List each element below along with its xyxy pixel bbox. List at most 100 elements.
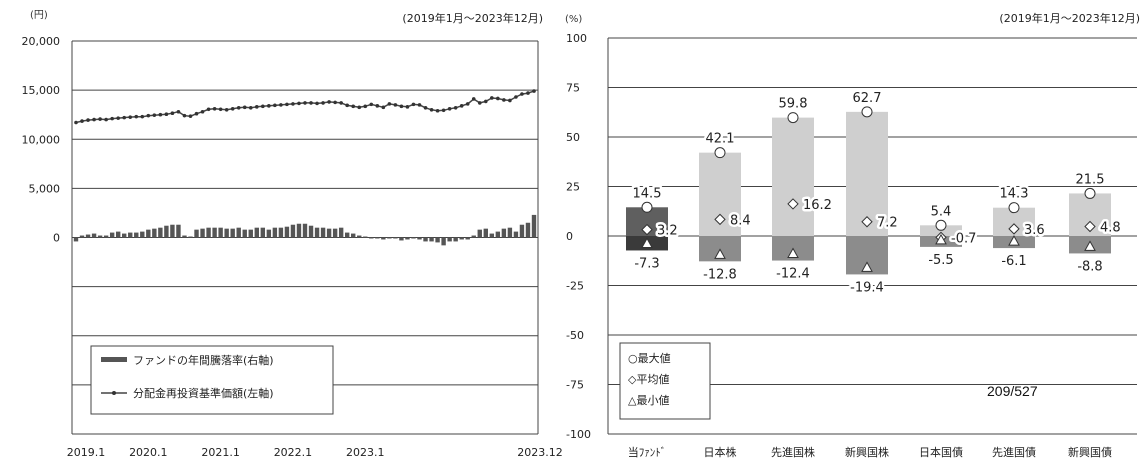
nav-point <box>267 104 271 108</box>
min-marker <box>1008 235 1020 246</box>
return-bar <box>254 227 259 238</box>
return-bar <box>140 231 145 238</box>
nav-point <box>128 115 133 119</box>
nav-point <box>532 89 536 93</box>
return-bar <box>441 237 446 246</box>
max-bar <box>772 117 814 236</box>
y-tick-label: -25 <box>566 280 584 293</box>
x-tick-label: 2023.12 <box>517 446 563 459</box>
nav-point <box>381 105 386 110</box>
nav-point <box>345 103 349 108</box>
nav-point <box>182 113 187 118</box>
return-bar <box>97 235 103 238</box>
nav-point <box>98 117 102 121</box>
nav-point <box>303 101 307 105</box>
nav-point <box>315 101 319 106</box>
left-chart-nav-and-returns: (円) (2019年1月～2023年12月) 20,000 15,000 10,000 5… <box>22 10 563 459</box>
avg-value-label: -0.7 <box>951 231 976 246</box>
return-bar <box>296 223 302 238</box>
left-unit-label: (円) <box>30 10 48 21</box>
return-bar <box>471 235 476 238</box>
return-bar <box>115 231 121 238</box>
return-bar <box>164 225 169 238</box>
return-bar <box>290 224 296 238</box>
nav-point <box>514 95 518 99</box>
x-tick-label: 2022.1 <box>274 446 313 459</box>
nav-point <box>465 102 470 106</box>
y-tick-label: 100 <box>566 32 587 45</box>
min-value-label: -12.8 <box>703 267 737 282</box>
return-bar <box>411 237 416 239</box>
category-label: 当ﾌｧﾝﾄﾞ <box>628 445 667 459</box>
return-bar <box>435 237 440 243</box>
return-bar <box>260 227 266 238</box>
return-bar <box>314 227 320 238</box>
page-number: 209/527 <box>987 383 1038 399</box>
return-bar <box>103 235 109 238</box>
nav-point <box>146 113 151 118</box>
category-label: 先進国債 <box>992 445 1036 459</box>
nav-point <box>236 106 241 110</box>
return-bar <box>200 228 205 238</box>
avg-marker <box>861 216 873 228</box>
return-bar <box>459 237 464 240</box>
max-value-label: 42.1 <box>706 132 735 147</box>
min-marker <box>714 248 726 259</box>
nav-point <box>327 100 331 104</box>
return-bar <box>91 233 97 238</box>
max-value-label: 21.5 <box>1076 172 1105 187</box>
return-bar <box>236 227 241 238</box>
nav-point <box>110 116 114 121</box>
nav-line <box>75 90 535 124</box>
nav-point <box>411 102 416 107</box>
return-bar <box>188 236 193 238</box>
y-tick-label: -50 <box>566 329 584 342</box>
nav-point <box>502 98 506 102</box>
return-bar <box>218 227 223 238</box>
return-bar <box>170 224 175 238</box>
nav-point <box>339 101 343 105</box>
min-marker <box>1084 240 1096 251</box>
nav-point <box>140 114 145 119</box>
return-bar <box>477 229 482 238</box>
max-marker <box>1084 187 1096 199</box>
return-bar <box>344 232 350 238</box>
nav-point <box>369 102 374 107</box>
return-bar <box>326 228 332 238</box>
min-marker <box>861 261 873 272</box>
nav-point <box>194 111 199 116</box>
return-bar <box>206 227 211 238</box>
nav-point <box>218 107 223 112</box>
nav-point <box>164 112 169 116</box>
return-bar <box>284 226 290 238</box>
legend-line-label: 分配金再投資基準価額(左軸) <box>133 386 274 400</box>
y-tick-label: 50 <box>566 131 580 144</box>
nav-point <box>116 116 120 120</box>
min-marker <box>641 237 653 248</box>
nav-point <box>309 101 313 105</box>
y-tick-label: 5,000 <box>29 182 61 195</box>
legend-box <box>619 342 711 420</box>
return-bar <box>405 237 410 240</box>
return-bar <box>248 229 253 238</box>
return-bar <box>109 232 115 238</box>
return-bar <box>79 235 85 238</box>
nav-point <box>405 105 410 109</box>
return-bar <box>194 229 199 238</box>
min-value-label: -6.1 <box>1001 254 1026 269</box>
nav-point <box>279 103 283 107</box>
return-bar <box>417 237 422 240</box>
y-tick-label: 0 <box>566 230 573 243</box>
return-bar <box>369 237 374 239</box>
return-bar <box>429 237 434 242</box>
nav-point <box>104 117 108 122</box>
avg-value-label: 3.2 <box>657 224 678 239</box>
nav-point <box>520 92 524 96</box>
nav-point <box>435 108 440 113</box>
return-bar <box>465 237 470 240</box>
avg-marker <box>1084 220 1096 233</box>
category-label: 新興国債 <box>1068 445 1112 459</box>
max-marker <box>1008 202 1020 214</box>
nav-point <box>441 108 446 113</box>
